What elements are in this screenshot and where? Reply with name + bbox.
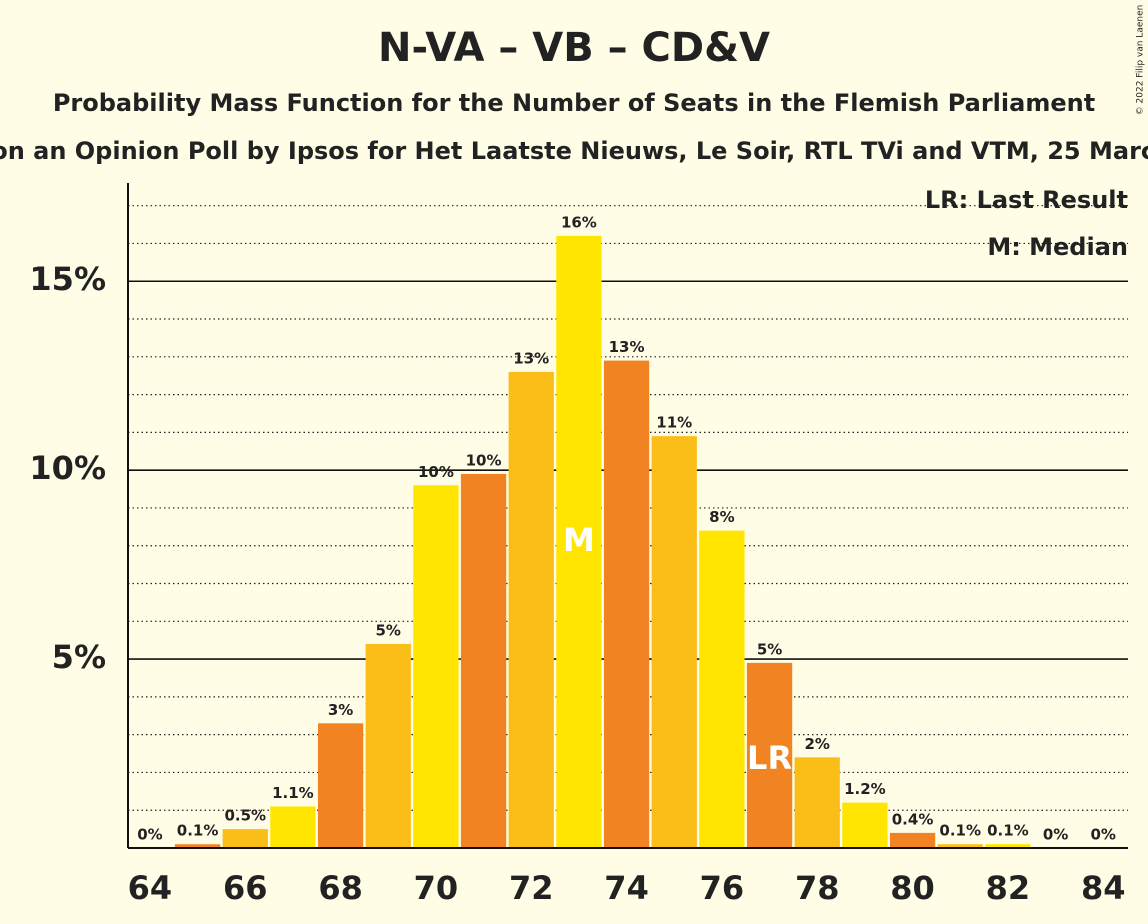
value-label: 5% [376,621,401,639]
y-tick-label: 15% [29,260,106,298]
bar [603,360,650,848]
y-tick-label: 10% [29,449,106,487]
value-label: 2% [804,735,829,753]
bar [937,844,983,848]
bar [651,436,697,848]
value-label: 1.2% [844,780,886,798]
annotation: M [563,521,595,559]
value-label: 10% [418,463,454,481]
value-label: 0.4% [892,810,934,828]
value-label: 10% [466,451,502,469]
bar [889,832,936,848]
x-tick-label: 76 [700,869,745,907]
value-label: 0.1% [177,822,219,840]
value-label: 0% [1043,826,1068,844]
bar [699,530,745,848]
value-label: 0.1% [987,822,1029,840]
legend-entry: LR: Last Result [925,186,1128,214]
x-tick-label: 64 [128,869,173,907]
value-label: 5% [757,640,782,658]
value-label: 13% [609,338,645,356]
x-tick-label: 74 [604,869,649,907]
chart-title: N-VA – VB – CD&V [378,25,770,71]
legend-entry: M: Median [987,233,1128,261]
x-tick-label: 82 [986,869,1031,907]
bar [365,643,411,848]
x-tick-label: 72 [509,869,554,907]
bar [794,757,840,848]
value-label: 0.5% [224,807,266,825]
copyright: © 2022 Filip van Laenen [1136,5,1146,116]
value-label: 8% [709,508,734,526]
value-label: 0% [1090,826,1115,844]
x-tick-label: 78 [795,869,840,907]
bar [556,235,602,849]
bar [746,662,793,848]
chart-subtitle: Based on an Opinion Poll by Ipsos for He… [0,137,1148,165]
value-label: 16% [561,213,597,231]
bar [174,844,221,848]
chart-subtitle: Probability Mass Function for the Number… [53,89,1095,117]
x-tick-label: 70 [414,869,459,907]
value-label: 0.1% [939,822,981,840]
bar [460,473,507,848]
y-tick-label: 5% [52,638,106,676]
x-tick-label: 80 [890,869,935,907]
bar [222,829,268,848]
x-tick-label: 68 [318,869,363,907]
value-label: 0% [137,826,162,844]
bar [508,371,554,848]
value-label: 3% [328,701,353,719]
x-tick-label: 84 [1081,869,1126,907]
value-label: 1.1% [272,784,314,802]
bar [270,806,316,848]
x-tick-label: 66 [223,869,268,907]
value-label: 13% [513,349,549,367]
value-label: 11% [656,414,692,432]
bar [317,723,364,848]
bar [413,485,459,848]
bar [842,802,888,848]
annotation: LR [747,739,792,777]
bar [985,844,1031,848]
